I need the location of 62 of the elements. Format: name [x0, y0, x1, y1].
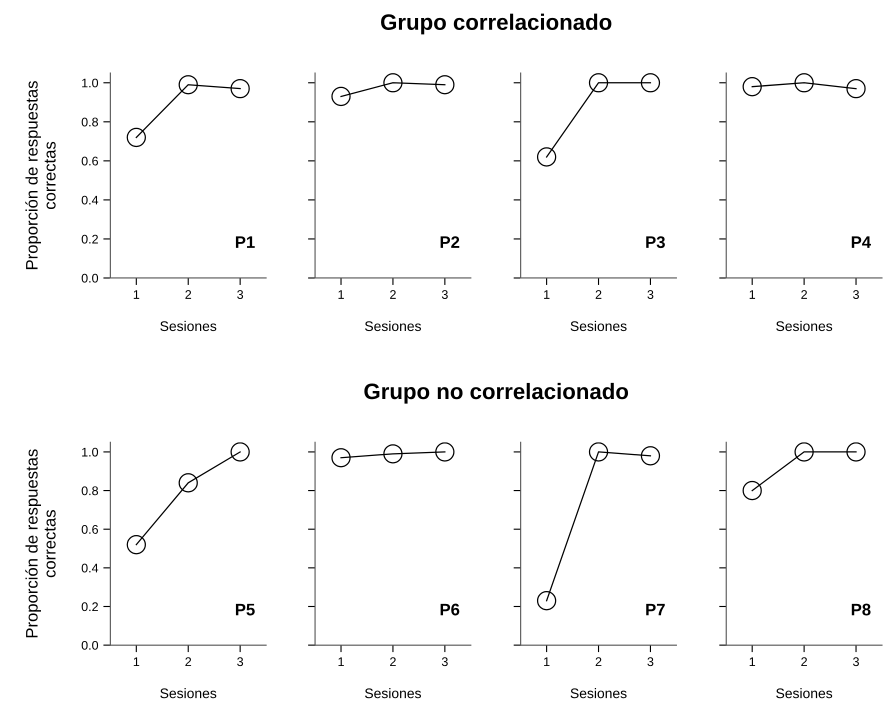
x-axis-title: Sesiones: [160, 688, 216, 698]
x-tick-label: 2: [596, 290, 602, 299]
y-axis-title: Proporción de respuestas correctas: [25, 81, 56, 270]
y-axis-title: Proporción de respuestas correctas: [25, 449, 56, 638]
x-axis-title: Sesiones: [365, 688, 422, 698]
x-tick-label: 3: [647, 290, 654, 299]
point: [230, 78, 250, 98]
x-tick-label: 3: [647, 657, 654, 666]
x-tick-label: 1: [134, 657, 140, 666]
annotation: P1: [236, 236, 255, 248]
y-tick-label: 1.0: [82, 78, 98, 88]
y-tick-label: 0.8: [82, 486, 98, 496]
x-tick-label: 1: [750, 290, 756, 299]
annotation: P2: [440, 236, 460, 248]
x-axis-title: Sesiones: [570, 320, 627, 332]
y-tick-label: 0.6: [82, 525, 98, 534]
x-tick-label: 3: [237, 657, 244, 666]
annotation: P6: [440, 604, 460, 616]
x-tick-label: 2: [390, 657, 396, 666]
x-tick-label: 2: [801, 657, 807, 666]
x-tick-label: 1: [134, 290, 140, 299]
annotation: P5: [236, 604, 255, 616]
chart-title: Grupo correlacionado: [381, 14, 612, 34]
x-axis-title: Sesiones: [776, 688, 832, 698]
x-tick-label: 1: [750, 657, 756, 666]
x-tick-label: 2: [185, 290, 192, 299]
y-tick-label: 0.4: [82, 196, 98, 205]
x-axis-title: Sesiones: [365, 320, 422, 332]
point: [230, 442, 250, 462]
x-tick-label: 2: [801, 290, 807, 299]
x-axis-title: Sesiones: [160, 320, 216, 332]
x-axis-title: Sesiones: [776, 320, 832, 332]
y-tick-label: 0.4: [82, 564, 98, 573]
point: [126, 128, 146, 148]
y-tick-label: 1.0: [82, 448, 98, 457]
y-tick-label: 0.0: [82, 274, 98, 283]
annotation: P8: [852, 604, 871, 616]
x-tick-label: 3: [853, 657, 859, 666]
point: [178, 473, 198, 492]
point: [126, 535, 146, 554]
y-tick-label: 0.2: [82, 602, 98, 612]
x-tick-label: 1: [544, 290, 550, 299]
y-tick-label: 0.6: [82, 156, 98, 166]
x-tick-label: 1: [338, 657, 344, 666]
chart-title: Grupo no correlacionado: [364, 382, 628, 404]
y-tick-label: 0.2: [82, 234, 98, 244]
y-tick-label: 0.8: [82, 118, 98, 126]
x-tick-label: 1: [544, 657, 550, 666]
x-tick-label: 2: [390, 290, 396, 299]
annotation: P7: [646, 604, 665, 616]
x-tick-label: 2: [185, 657, 192, 666]
x-tick-label: 3: [237, 290, 244, 299]
x-axis-title: Sesiones: [570, 688, 627, 698]
x-tick-label: 1: [338, 290, 344, 299]
point: [178, 75, 198, 94]
annotation: P4: [852, 236, 871, 248]
x-tick-label: 3: [442, 657, 448, 666]
x-tick-label: 2: [596, 657, 602, 666]
x-tick-label: 3: [442, 290, 448, 299]
y-tick-label: 0.0: [82, 640, 98, 650]
annotation: P3: [646, 236, 665, 248]
x-tick-label: 3: [853, 290, 859, 299]
